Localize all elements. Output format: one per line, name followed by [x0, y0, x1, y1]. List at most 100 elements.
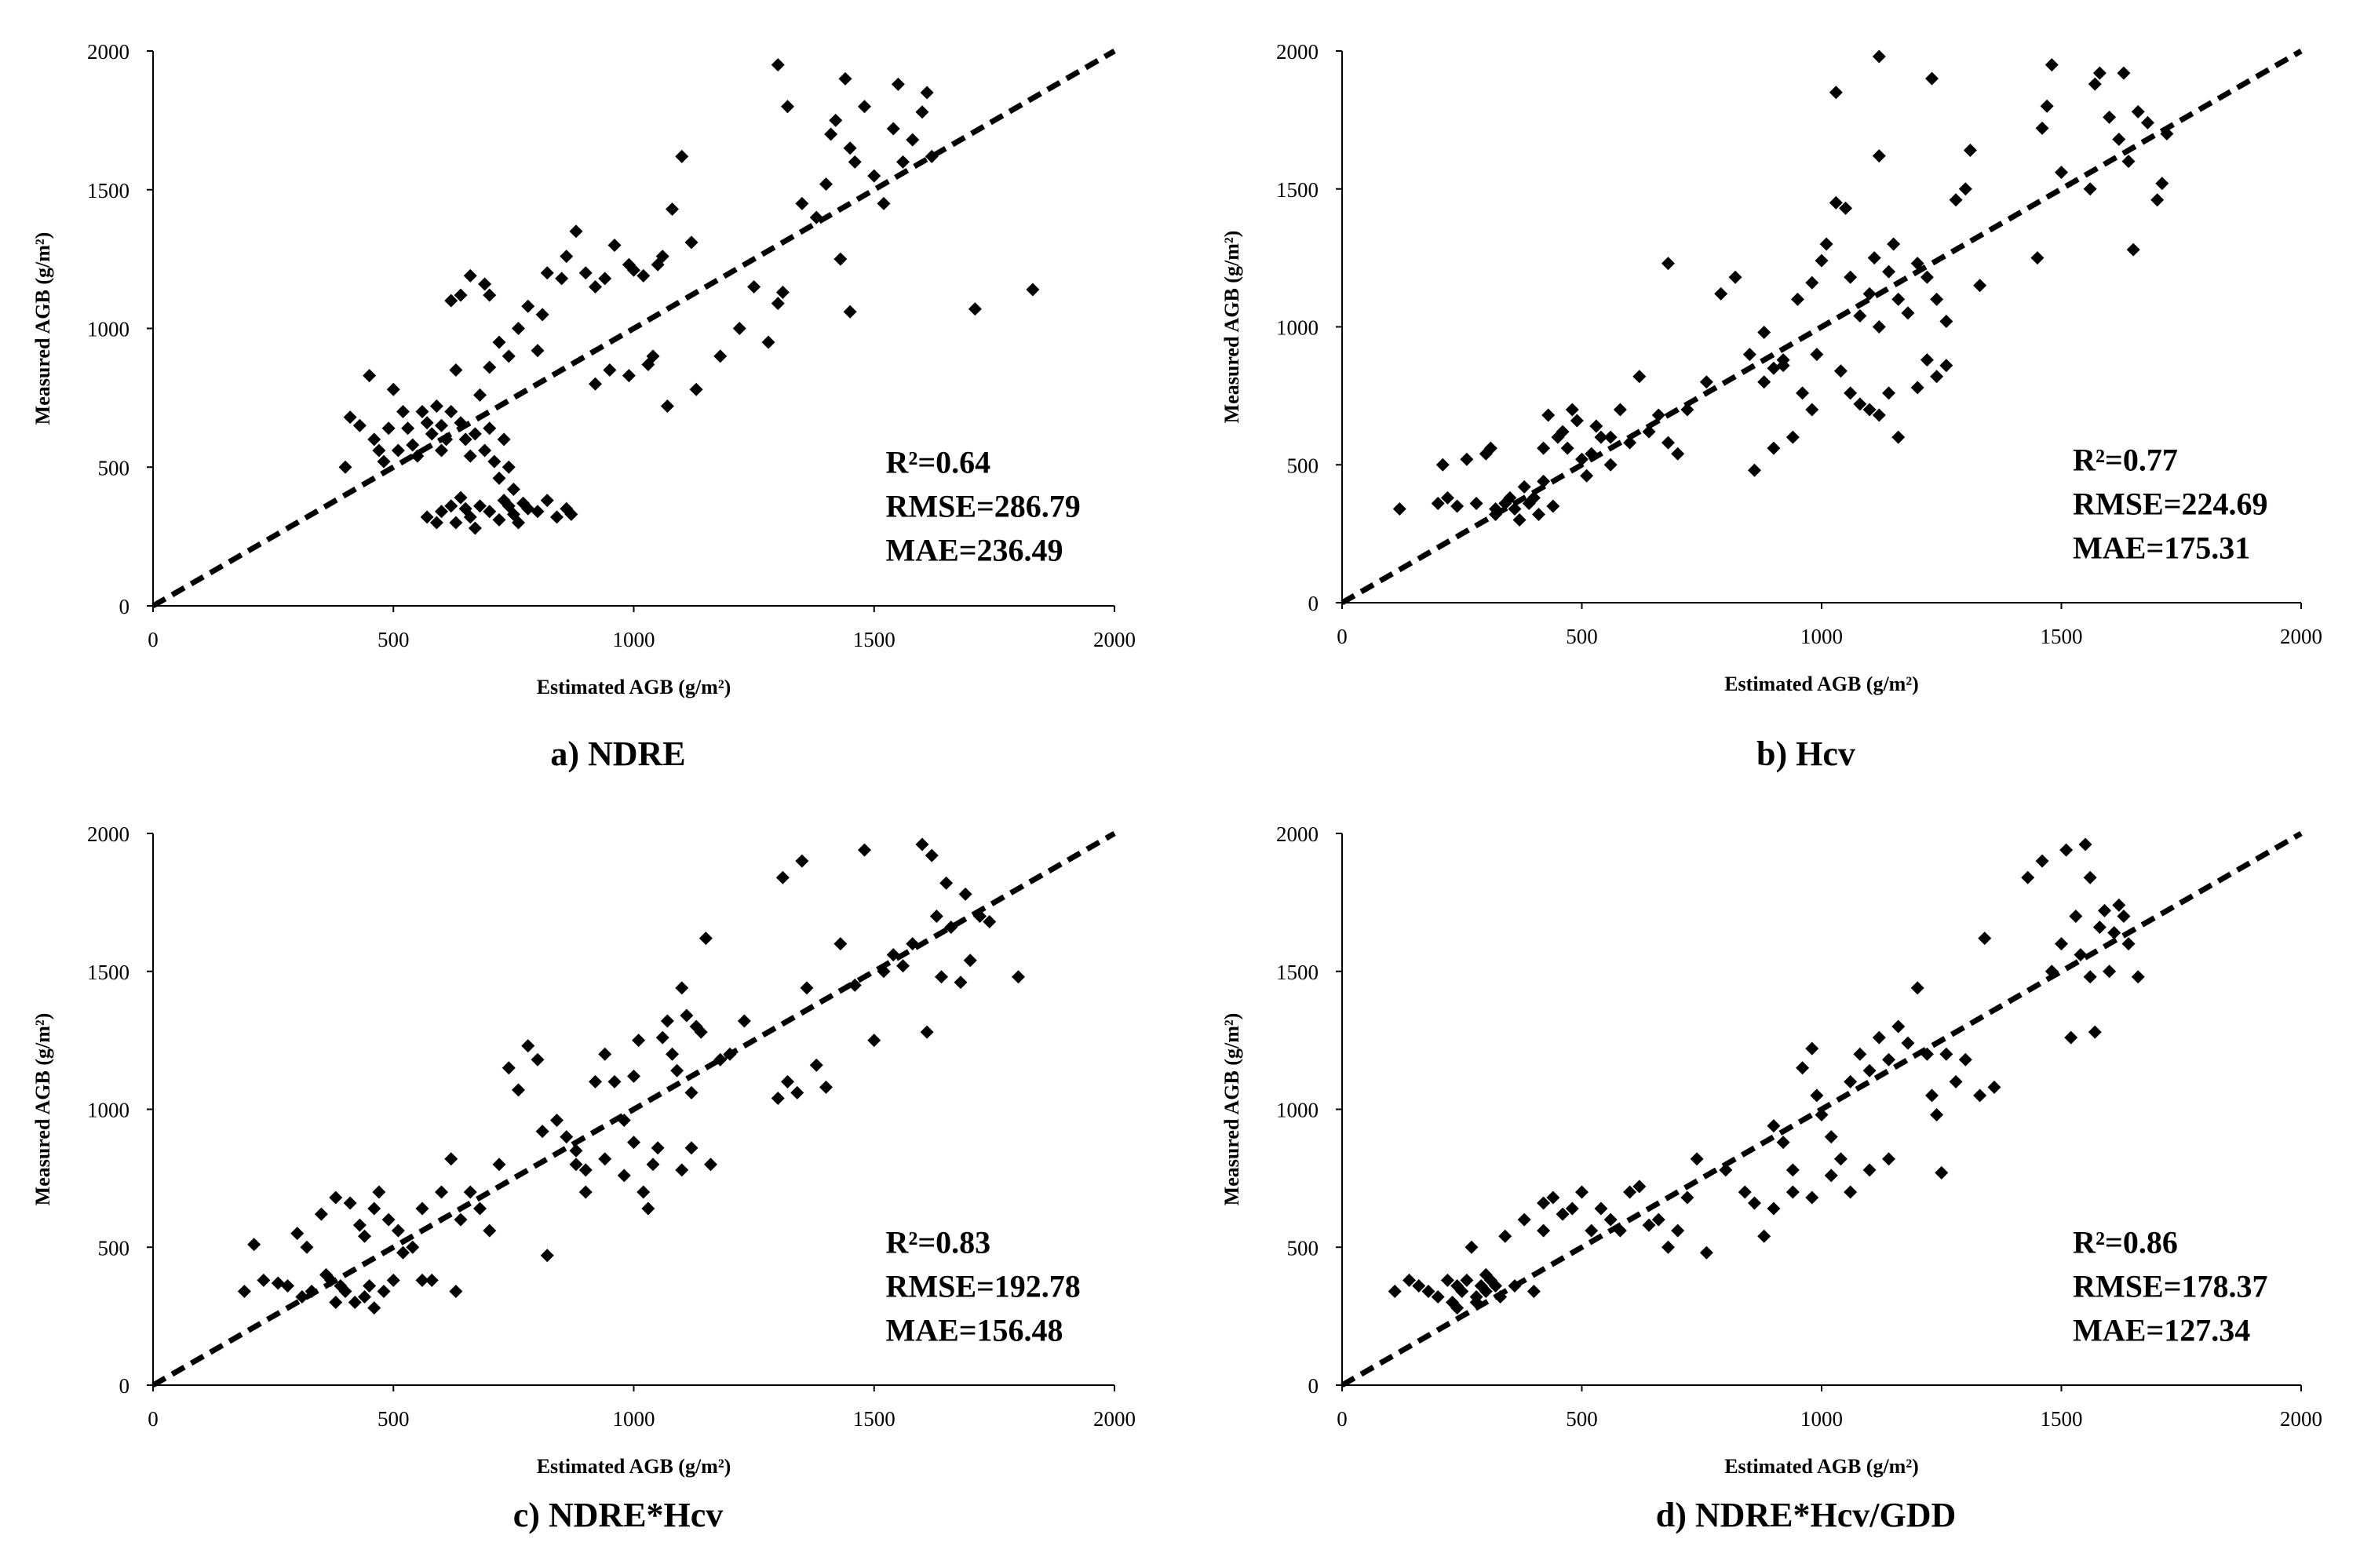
data-point: [1767, 361, 1781, 375]
data-point: [531, 1052, 545, 1067]
data-point: [1498, 1229, 1512, 1243]
data-point: [1853, 308, 1867, 323]
y-tick-label: 1000: [87, 318, 129, 341]
data-point: [444, 499, 458, 513]
data-point: [358, 1290, 371, 1304]
data-point: [1671, 1223, 1685, 1238]
data-point: [454, 416, 468, 430]
data-point: [1882, 1052, 1896, 1067]
data-point: [646, 1158, 660, 1172]
data-point: [401, 421, 415, 436]
stat-line: MAE=127.34: [2073, 1312, 2250, 1347]
x-tick-label: 0: [1337, 625, 1348, 648]
data-point: [607, 238, 622, 252]
x-axis-title: Estimated AGB (g/m²): [1724, 1455, 1919, 1478]
data-point: [478, 443, 492, 458]
data-point: [906, 937, 920, 951]
data-point: [372, 1185, 386, 1199]
data-point: [1435, 458, 1450, 472]
data-point: [713, 349, 728, 363]
data-point: [2150, 193, 2165, 207]
data-point: [929, 909, 943, 923]
data-point: [363, 369, 377, 383]
data-point: [271, 1276, 285, 1290]
data-point: [415, 405, 429, 419]
data-point: [1829, 195, 1843, 210]
data-point: [1930, 1108, 1944, 1122]
data-point: [1594, 430, 1608, 444]
data-point: [1891, 292, 1906, 306]
x-tick-label: 2000: [1093, 1407, 1136, 1431]
x-tick-label: 1000: [613, 628, 655, 651]
one-to-one-line: [151, 48, 1116, 609]
y-tick-label: 500: [98, 1236, 130, 1260]
data-point: [1642, 425, 1656, 439]
data-point: [771, 297, 785, 311]
data-point: [1910, 381, 1924, 395]
data-point: [449, 516, 463, 530]
data-point: [761, 335, 775, 349]
data-point: [843, 304, 857, 319]
data-point: [2083, 870, 2097, 884]
y-tick-label: 500: [98, 456, 130, 480]
data-point: [2103, 965, 2117, 979]
data-point: [896, 155, 910, 169]
data-point: [1805, 1191, 1819, 1205]
data-point: [295, 1290, 309, 1304]
data-point: [906, 133, 920, 147]
data-point: [1910, 981, 1924, 995]
data-point: [684, 1085, 699, 1099]
data-point: [775, 286, 790, 300]
data-point: [1815, 253, 1829, 268]
y-tick-label: 1000: [1276, 316, 1319, 340]
data-point: [1603, 458, 1618, 472]
data-point: [598, 272, 612, 286]
data-point: [521, 501, 535, 516]
data-point: [1824, 1169, 1838, 1183]
data-point: [290, 1227, 305, 1241]
data-point: [2069, 909, 2083, 923]
data-point: [1872, 408, 1886, 422]
data-point: [377, 1284, 391, 1298]
data-point: [497, 432, 511, 447]
x-axis-title: Estimated AGB (g/m²): [537, 1455, 731, 1478]
data-point: [781, 100, 794, 114]
data-point: [473, 499, 487, 513]
data-point: [540, 1249, 554, 1263]
data-point: [429, 399, 443, 413]
data-point: [666, 1047, 679, 1061]
data-point: [343, 410, 357, 425]
data-point: [1939, 314, 1953, 328]
data-point: [843, 141, 857, 155]
data-point: [737, 1014, 751, 1028]
x-axis-title: Estimated AGB (g/m²): [1724, 673, 1919, 695]
data-point: [468, 521, 482, 535]
data-point: [1632, 1180, 1647, 1194]
data-point: [377, 454, 391, 469]
x-tick-label: 2000: [2280, 625, 2322, 648]
data-point: [2112, 132, 2126, 146]
data-point: [660, 399, 674, 413]
data-point: [1671, 447, 1685, 461]
data-point: [1872, 49, 1886, 64]
data-point: [454, 288, 468, 302]
data-point: [809, 1058, 823, 1072]
data-point: [247, 1238, 261, 1252]
data-point: [550, 510, 564, 524]
data-point: [935, 970, 948, 984]
data-point: [684, 1141, 699, 1155]
data-point: [555, 272, 569, 286]
x-tick-label: 0: [1337, 1407, 1348, 1431]
data-point: [858, 843, 871, 857]
data-point: [1844, 386, 1858, 400]
data-point: [2112, 898, 2126, 912]
panel-caption: c) NDRE*Hcv: [513, 1496, 724, 1534]
data-point: [1862, 1063, 1877, 1078]
data-point: [1833, 364, 1848, 378]
data-point: [1450, 499, 1465, 513]
data-point: [824, 127, 838, 141]
data-point: [1796, 1061, 1810, 1075]
data-point: [569, 224, 583, 239]
stat-line: RMSE=192.78: [885, 1268, 1080, 1304]
data-point: [1767, 441, 1781, 455]
